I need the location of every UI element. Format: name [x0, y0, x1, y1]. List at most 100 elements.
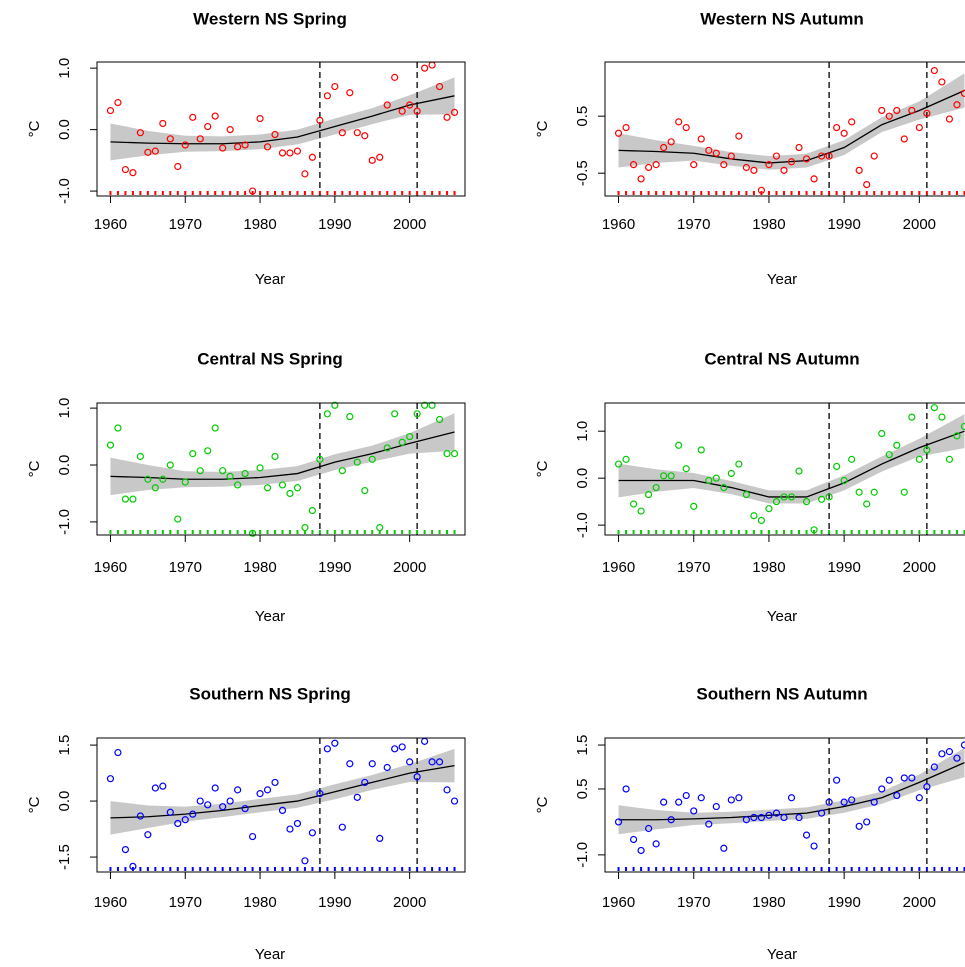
point	[757, 516, 766, 525]
point	[144, 475, 152, 483]
point	[660, 143, 668, 152]
point	[435, 415, 444, 424]
point	[690, 502, 698, 510]
point	[286, 825, 294, 833]
x-tick-label: 1980	[752, 216, 785, 233]
point	[129, 862, 137, 871]
y-axis-label: °C	[534, 120, 551, 137]
point	[802, 155, 811, 163]
point	[211, 424, 219, 432]
point	[622, 785, 630, 793]
plot-frame	[96, 402, 466, 536]
y-tick-label: 0.0	[574, 468, 591, 489]
point	[435, 82, 444, 91]
x-tick-label: 1980	[243, 559, 276, 576]
point	[855, 488, 863, 496]
fit-line	[618, 762, 965, 821]
point	[810, 842, 818, 850]
y-tick-label: -1.0	[56, 509, 73, 535]
point	[660, 472, 668, 480]
plot-frame	[604, 402, 965, 536]
y-axis-label: °C	[534, 796, 551, 813]
plot-frame	[604, 61, 965, 197]
point	[114, 748, 122, 757]
point	[637, 507, 645, 515]
point	[757, 186, 766, 194]
point	[938, 413, 946, 421]
point	[900, 488, 908, 496]
point	[316, 790, 324, 798]
point	[383, 763, 391, 772]
point	[787, 158, 796, 166]
point	[675, 798, 683, 806]
point	[742, 491, 750, 499]
x-tick-label: 2000	[903, 894, 936, 911]
point	[682, 123, 690, 132]
point	[765, 505, 773, 513]
point	[915, 123, 923, 132]
y-tick-label: 0.0	[56, 119, 73, 140]
y-axis-label: °C	[26, 460, 43, 477]
point	[248, 529, 257, 537]
point	[863, 500, 871, 508]
x-tick-label: 2000	[903, 216, 936, 233]
point	[727, 152, 735, 160]
point	[301, 170, 309, 178]
point	[106, 441, 115, 449]
x-tick-label: 1980	[752, 559, 785, 576]
point	[848, 118, 856, 126]
point	[772, 498, 781, 506]
x-tick-label: 1990	[318, 894, 351, 911]
point	[772, 809, 781, 817]
point	[406, 101, 414, 109]
point	[271, 130, 279, 139]
point	[863, 180, 871, 189]
point	[938, 750, 946, 758]
point	[893, 106, 901, 115]
point	[144, 148, 152, 156]
point	[241, 141, 249, 149]
point	[938, 78, 946, 86]
point	[667, 472, 675, 480]
point	[406, 758, 414, 766]
point	[196, 797, 204, 805]
x-tick-label: 1980	[243, 894, 276, 911]
confidence-band	[110, 413, 455, 496]
point	[848, 455, 856, 463]
point	[908, 413, 916, 421]
confidence-band	[618, 748, 965, 835]
x-tick-label: 1980	[752, 894, 785, 911]
point	[301, 524, 309, 532]
point	[151, 784, 159, 792]
point	[900, 135, 908, 143]
point	[795, 813, 803, 822]
point	[878, 785, 886, 793]
point	[159, 119, 167, 128]
point	[727, 469, 735, 478]
point	[908, 774, 916, 782]
point	[893, 441, 901, 449]
point	[885, 112, 893, 120]
chart-title: Western NS Autumn	[700, 9, 863, 28]
point	[915, 455, 923, 463]
point	[443, 450, 451, 458]
point	[705, 476, 713, 485]
point	[690, 161, 698, 169]
point	[121, 495, 130, 503]
point	[346, 89, 354, 97]
x-tick-label: 1970	[169, 894, 202, 911]
point	[256, 464, 264, 472]
point	[697, 135, 705, 143]
point	[614, 129, 623, 137]
x-axis-label: Year	[767, 608, 797, 625]
point	[106, 106, 115, 115]
point	[308, 829, 317, 837]
y-tick-label: -1.0	[574, 842, 591, 868]
x-axis-label: Year	[255, 608, 285, 625]
point	[787, 794, 796, 802]
x-axis-label: Year	[767, 271, 797, 288]
point	[848, 796, 856, 804]
point	[435, 758, 444, 766]
point	[885, 451, 893, 459]
point	[720, 483, 728, 492]
